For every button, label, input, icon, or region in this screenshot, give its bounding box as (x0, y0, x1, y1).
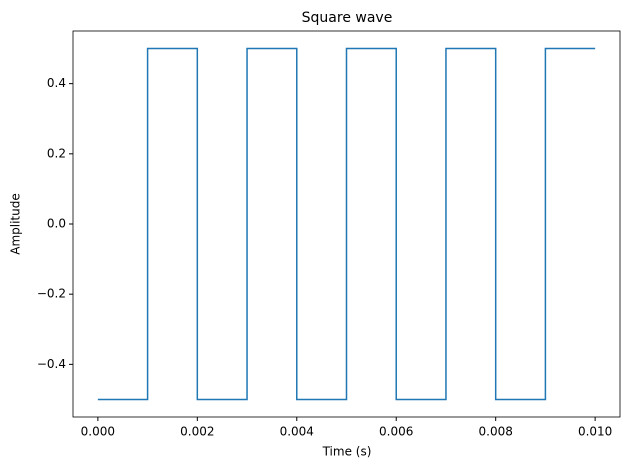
y-tick-label: −0.2 (37, 287, 66, 301)
chart-title: Square wave (302, 10, 393, 26)
x-tick-label: 0.010 (578, 425, 612, 439)
line (97, 47, 596, 401)
y-tick-label: −0.4 (37, 357, 66, 371)
x-tick-label: 0.000 (81, 425, 115, 439)
y-axis-label: Amplitude (9, 193, 23, 255)
y-tick-label: 0.4 (47, 76, 66, 90)
x-tick-label: 0.002 (180, 425, 214, 439)
x-axis-label: Time (s) (322, 445, 372, 459)
y-tick-label: 0.2 (47, 146, 66, 160)
x-tick-label: 0.004 (280, 425, 314, 439)
plot-frame (72, 30, 621, 418)
y-tick-label: 0.0 (47, 217, 66, 231)
x-tick-label: 0.006 (379, 425, 413, 439)
x-tick-label: 0.008 (479, 425, 513, 439)
